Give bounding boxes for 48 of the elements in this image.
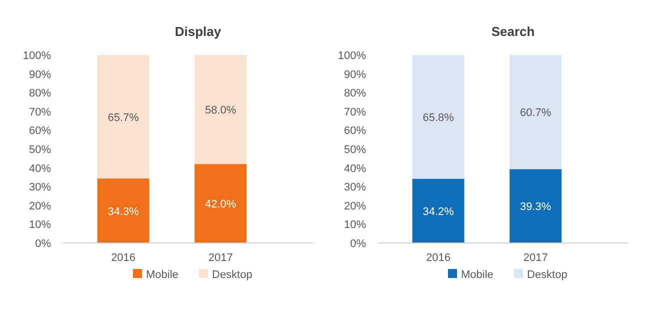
y-tick-label: 80% <box>28 88 52 100</box>
data-label: 65.7% <box>108 112 140 124</box>
bar <box>510 55 562 170</box>
y-tick-label: 0% <box>35 238 52 250</box>
legend-label: Mobile <box>146 269 178 281</box>
y-tick-label: 50% <box>344 144 366 156</box>
bar <box>412 55 464 179</box>
bar <box>97 178 150 243</box>
x-tick-label: 2017 <box>523 252 548 264</box>
data-label: 34.2% <box>422 206 454 218</box>
legend-label: Desktop <box>212 269 252 281</box>
y-tick-label: 30% <box>28 182 52 194</box>
chart-title: Display <box>174 24 222 39</box>
bar <box>97 55 150 179</box>
y-tick-label: 90% <box>28 68 52 81</box>
y-tick-label: 70% <box>28 106 52 118</box>
y-tick-label: 10% <box>28 219 52 232</box>
y-tick-label: 100% <box>22 50 52 62</box>
y-tick-label: 40% <box>28 162 52 175</box>
legend-label: Desktop <box>527 269 568 281</box>
data-label: 42.0% <box>204 198 236 211</box>
y-tick-label: 0% <box>350 238 366 250</box>
y-tick-label: 100% <box>338 50 366 62</box>
y-tick-label: 90% <box>344 68 366 81</box>
bar <box>412 178 464 243</box>
data-label: 65.8% <box>422 112 454 124</box>
y-tick-label: 50% <box>28 144 52 156</box>
y-tick-label: 60% <box>28 125 52 138</box>
bar <box>194 55 247 164</box>
x-tick-label: 2016 <box>426 252 451 264</box>
bar <box>510 169 562 243</box>
bar <box>194 164 247 243</box>
data-label: 58.0% <box>204 104 236 117</box>
y-tick-label: 70% <box>344 106 366 118</box>
y-tick-label: 60% <box>344 125 366 138</box>
data-label: 39.3% <box>520 201 552 214</box>
legend-label: Mobile <box>461 269 494 281</box>
y-tick-label: 20% <box>28 200 52 212</box>
chart-title: Search <box>491 24 535 39</box>
x-tick-label: 2017 <box>208 252 233 264</box>
data-label: 34.3% <box>108 206 140 218</box>
x-tick-label: 2016 <box>111 252 136 264</box>
y-tick-label: 30% <box>344 182 366 194</box>
y-tick-label: 40% <box>344 162 366 175</box>
y-tick-label: 10% <box>344 219 366 232</box>
y-tick-label: 80% <box>344 88 366 100</box>
y-tick-label: 20% <box>344 200 366 212</box>
data-label: 60.7% <box>520 107 552 120</box>
